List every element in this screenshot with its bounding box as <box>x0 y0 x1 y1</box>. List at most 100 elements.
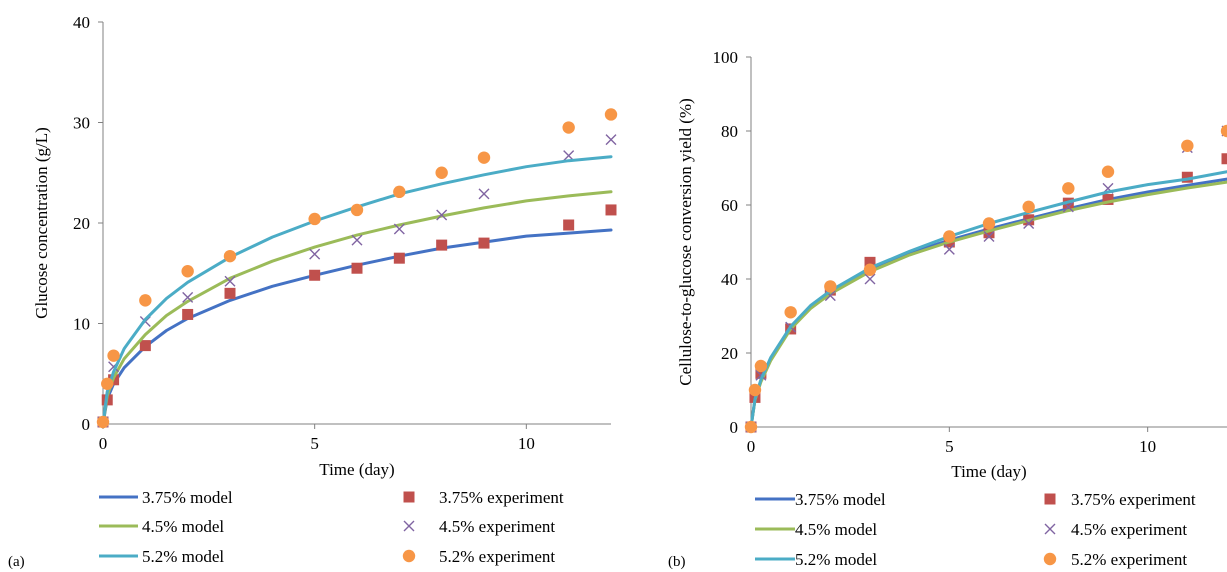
data-point <box>435 166 448 179</box>
data-point <box>563 219 575 231</box>
legend-swatch-4-5-experiment <box>1044 523 1056 535</box>
series-3-75-model <box>101 228 613 426</box>
data-point <box>181 265 194 278</box>
legend: 3.75% model 4.5% model 5.2% model 3.75% exp… <box>99 488 564 566</box>
data-point <box>755 367 767 379</box>
data-point <box>436 239 448 251</box>
data-point <box>477 151 491 164</box>
x-tick-label-0: 0 <box>99 434 108 453</box>
data-point <box>351 262 363 274</box>
data-point <box>107 349 120 362</box>
data-point <box>224 287 236 299</box>
data-point <box>983 227 995 239</box>
data-point <box>1062 182 1075 195</box>
series-4-5-experiment <box>745 125 1227 433</box>
series-5-2-model <box>101 155 613 426</box>
data-point <box>393 185 406 199</box>
y-tick-label-20: 20 <box>721 344 738 363</box>
legend-label-4-5-model: 4.5% model <box>142 517 224 536</box>
x-tick-label-5: 5 <box>310 434 319 453</box>
y-tick-label-40: 40 <box>73 13 90 32</box>
data-point <box>308 212 321 226</box>
data-point <box>101 377 114 390</box>
y-tick-label-0: 0 <box>82 415 91 434</box>
series-line-3-75-model <box>101 228 613 426</box>
data-point <box>604 108 618 121</box>
legend: 3.75% model 4.5% model 5.2% model 3.75% exp… <box>755 490 1196 569</box>
x-axis-title: Time (day) <box>951 462 1026 481</box>
data-point <box>605 134 617 146</box>
data-point <box>223 249 237 263</box>
data-point <box>1220 124 1227 138</box>
series-3-75-experiment <box>97 204 617 428</box>
y-tick-label-30: 30 <box>73 114 90 133</box>
data-point <box>1023 218 1035 229</box>
legend-label-3-75-model: 3.75% model <box>795 490 886 509</box>
series-3-75-experiment <box>745 153 1227 433</box>
data-point <box>943 230 956 243</box>
y-axis-title: Cellulose-to-glucose conversion yield (%… <box>676 98 695 386</box>
series-4-5-model <box>101 190 613 426</box>
data-point <box>350 203 364 217</box>
legend-label-3-75-experiment: 3.75% experiment <box>1071 490 1196 509</box>
y-tick-label-60: 60 <box>721 196 738 215</box>
legend-label-3-75-experiment: 3.75% experiment <box>439 488 564 507</box>
data-point <box>393 252 405 264</box>
legend-swatch-4-5-experiment <box>403 520 415 532</box>
data-point <box>478 237 490 249</box>
data-point <box>1022 200 1035 214</box>
data-point <box>224 275 236 287</box>
x-axis-title: Time (day) <box>319 460 394 479</box>
legend-label-5-2-experiment: 5.2% experiment <box>1071 550 1187 569</box>
legend-label-5-2-model: 5.2% model <box>795 550 877 569</box>
x-tick-label-5: 5 <box>945 437 954 456</box>
legend-label-4-5-experiment: 4.5% experiment <box>439 517 555 536</box>
series-5-2-experiment <box>96 108 618 429</box>
y-tick-label-80: 80 <box>721 122 738 141</box>
legend-label-5-2-model: 5.2% model <box>142 547 224 566</box>
data-point <box>182 291 194 303</box>
data-point <box>351 234 363 246</box>
data-point <box>864 256 876 268</box>
legend-label-5-2-experiment: 5.2% experiment <box>439 547 555 566</box>
y-tick-label-100: 100 <box>713 48 739 67</box>
data-point <box>182 308 194 320</box>
x-tick-label-10: 10 <box>1139 437 1156 456</box>
data-point <box>863 263 877 276</box>
chart-panel-b: 0 20 40 60 80 100 0 5 10 Time (day) Cellulose-to-g… <box>668 48 1227 570</box>
data-point <box>309 248 321 260</box>
legend-label-4-5-model: 4.5% model <box>795 520 877 539</box>
data-point <box>983 230 995 242</box>
data-point <box>864 273 876 285</box>
legend-label-4-5-experiment: 4.5% experiment <box>1071 520 1187 539</box>
legend-swatch-3-75-experiment <box>1044 493 1056 505</box>
y-tick-label-40: 40 <box>721 270 738 289</box>
data-point <box>436 209 448 221</box>
y-tick-label-10: 10 <box>73 315 90 334</box>
x-tick-label-10: 10 <box>518 434 535 453</box>
series-5-2-model <box>749 170 1227 429</box>
data-point <box>139 340 151 352</box>
data-point <box>139 294 152 307</box>
series-line-3-75-model <box>749 177 1227 429</box>
legend-swatch-3-75-experiment <box>403 491 415 503</box>
data-point <box>824 280 837 293</box>
data-point <box>1102 193 1114 205</box>
data-point <box>393 223 405 235</box>
data-point <box>982 217 996 230</box>
data-point <box>1181 171 1193 183</box>
data-point <box>605 204 617 216</box>
panel-label: (b) <box>668 554 686 570</box>
series-5-2-experiment <box>744 124 1227 434</box>
y-axis-title: Glucose concentration (g/L) <box>32 127 51 319</box>
series-3-75-model <box>749 177 1227 429</box>
x-tick-label-0: 0 <box>747 437 756 456</box>
data-point <box>754 359 768 373</box>
series-line-5-2-model <box>749 170 1227 429</box>
data-point <box>1221 153 1227 165</box>
data-point <box>748 383 762 397</box>
data-point <box>744 420 758 434</box>
data-point <box>943 243 955 255</box>
series-line-5-2-model <box>101 155 613 426</box>
